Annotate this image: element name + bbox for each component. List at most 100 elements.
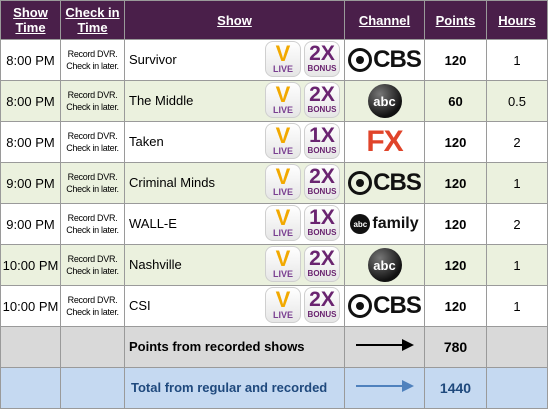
- hours-value: 1: [513, 257, 521, 273]
- hours-value: 0.5: [507, 93, 527, 109]
- channel-prefix: abc: [350, 214, 371, 234]
- show-row: 9:00 PM Record DVR. Check in later. WALL-…: [0, 203, 548, 245]
- channel-name: abc: [367, 84, 402, 118]
- v-live-badge-icon[interactable]: V LIVE: [265, 82, 301, 118]
- show-time: 9:00 PM: [6, 216, 55, 232]
- header-row: Show Time Check in Time Show Channel Poi…: [0, 0, 548, 40]
- right-arrow-icon: [355, 379, 414, 392]
- cbs-eye-icon: [348, 294, 373, 318]
- live-label: LIVE: [272, 310, 293, 320]
- abc-logo-icon: abc: [367, 248, 402, 282]
- bonus-multiplier-icon[interactable]: 2X BONUS: [304, 246, 340, 282]
- show-name: The Middle: [129, 93, 194, 108]
- badge-group: V LIVE 1X BONUS: [265, 205, 340, 241]
- show-time: 10:00 PM: [2, 257, 59, 273]
- hours-cell: 1: [486, 39, 548, 81]
- check-in-line-2: Check in later.: [66, 225, 119, 235]
- header-check-in-time: Check in Time: [60, 0, 125, 40]
- bonus-multiplier-icon[interactable]: 1X BONUS: [304, 205, 340, 241]
- check-in-cell: Record DVR. Check in later.: [60, 121, 125, 163]
- check-in-cell: Record DVR. Check in later.: [60, 203, 125, 245]
- bonus-label: BONUS: [307, 64, 337, 73]
- channel-cell: abc: [344, 244, 425, 286]
- points-value: 120: [444, 298, 467, 314]
- points-value: 120: [444, 134, 467, 150]
- show-time: 8:00 PM: [6, 134, 55, 150]
- summary-arrow-cell: [344, 326, 425, 368]
- show-name: Survivor: [129, 52, 177, 67]
- hours-cell: 1: [486, 285, 548, 327]
- badge-group: V LIVE 2X BONUS: [265, 164, 340, 200]
- v-live-badge-icon[interactable]: V LIVE: [265, 164, 301, 200]
- points-cell: 120: [424, 285, 487, 327]
- live-label: LIVE: [272, 105, 293, 115]
- v-letter: V: [275, 123, 291, 148]
- summary-total-label: Total from regular and recorded: [124, 367, 345, 409]
- summary-arrow-cell: [344, 367, 425, 409]
- show-time-cell: 8:00 PM: [0, 80, 61, 122]
- channel-cell: abc: [344, 80, 425, 122]
- bonus-multiplier-icon[interactable]: 1X BONUS: [304, 123, 340, 159]
- check-in-line-2: Check in later.: [66, 266, 119, 276]
- bonus-label: BONUS: [307, 105, 337, 114]
- bonus-label: BONUS: [307, 310, 337, 319]
- bonus-multiplier-icon[interactable]: 2X BONUS: [304, 164, 340, 200]
- channel-cell: CBS: [344, 162, 425, 204]
- cbs-logo-icon: CBS: [348, 43, 422, 77]
- show-time-cell: 10:00 PM: [0, 285, 61, 327]
- abc-logo-icon: abc: [367, 84, 402, 118]
- bonus-multiplier-icon[interactable]: 2X BONUS: [304, 82, 340, 118]
- v-letter: V: [275, 287, 291, 312]
- cbs-eye-icon: [348, 171, 373, 195]
- show-cell: Nashville V LIVE 2X BONUS: [124, 244, 345, 286]
- bonus-multiplier-icon[interactable]: 2X BONUS: [304, 287, 340, 323]
- bonus-multiplier: 1X: [309, 206, 335, 229]
- summary-recorded-label: Points from recorded shows: [124, 326, 345, 368]
- header-hours: Hours: [486, 0, 548, 40]
- hours-cell: 0.5: [486, 80, 548, 122]
- summary-recorded-row: Points from recorded shows 780: [0, 326, 548, 368]
- v-live-badge-icon[interactable]: V LIVE: [265, 246, 301, 282]
- hours-cell: 1: [486, 244, 548, 286]
- badge-group: V LIVE 2X BONUS: [265, 82, 340, 118]
- show-name: Nashville: [129, 257, 182, 272]
- header-channel: Channel: [344, 0, 425, 40]
- channel-name: abc: [367, 248, 402, 282]
- channel-name: CBS: [373, 46, 422, 73]
- check-in-line-2: Check in later.: [66, 61, 119, 71]
- check-in-line-1: Record DVR.: [67, 90, 118, 100]
- summary-empty-cell: [60, 367, 125, 409]
- bonus-multiplier: 2X: [309, 165, 335, 188]
- cbs-logo-icon: CBS: [348, 166, 422, 200]
- channel-name: CBS: [373, 292, 422, 319]
- live-label: LIVE: [272, 269, 293, 279]
- points-cell: 120: [424, 203, 487, 245]
- check-in-line-1: Record DVR.: [67, 49, 118, 59]
- v-live-badge-icon[interactable]: V LIVE: [265, 287, 301, 323]
- summary-total-label-text: Total from regular and recorded: [131, 380, 328, 395]
- v-letter: V: [275, 246, 291, 271]
- v-live-badge-icon[interactable]: V LIVE: [265, 205, 301, 241]
- cbs-logo-icon: CBS: [348, 289, 422, 323]
- bonus-multiplier-icon[interactable]: 2X BONUS: [304, 41, 340, 77]
- show-cell: WALL-E V LIVE 1X BONUS: [124, 203, 345, 245]
- v-live-badge-icon[interactable]: V LIVE: [265, 123, 301, 159]
- hours-cell: 1: [486, 162, 548, 204]
- show-time-cell: 8:00 PM: [0, 121, 61, 163]
- show-row: 8:00 PM Record DVR. Check in later. Taken…: [0, 121, 548, 163]
- badge-group: V LIVE 1X BONUS: [265, 123, 340, 159]
- check-in-line-1: Record DVR.: [67, 131, 118, 141]
- show-name: Criminal Minds: [129, 175, 215, 190]
- show-time: 10:00 PM: [2, 298, 59, 314]
- badge-group: V LIVE 2X BONUS: [265, 41, 340, 77]
- hours-value: 2: [513, 134, 521, 150]
- channel-cell: CBS: [344, 285, 425, 327]
- check-in-line-1: Record DVR.: [67, 254, 118, 264]
- bonus-label: BONUS: [307, 228, 337, 237]
- v-live-badge-icon[interactable]: V LIVE: [265, 41, 301, 77]
- check-in-cell: Record DVR. Check in later.: [60, 162, 125, 204]
- show-cell: Criminal Minds V LIVE 2X BONUS: [124, 162, 345, 204]
- hours-cell: 2: [486, 203, 548, 245]
- bonus-label: BONUS: [307, 187, 337, 196]
- show-row: 8:00 PM Record DVR. Check in later. Survi…: [0, 39, 548, 81]
